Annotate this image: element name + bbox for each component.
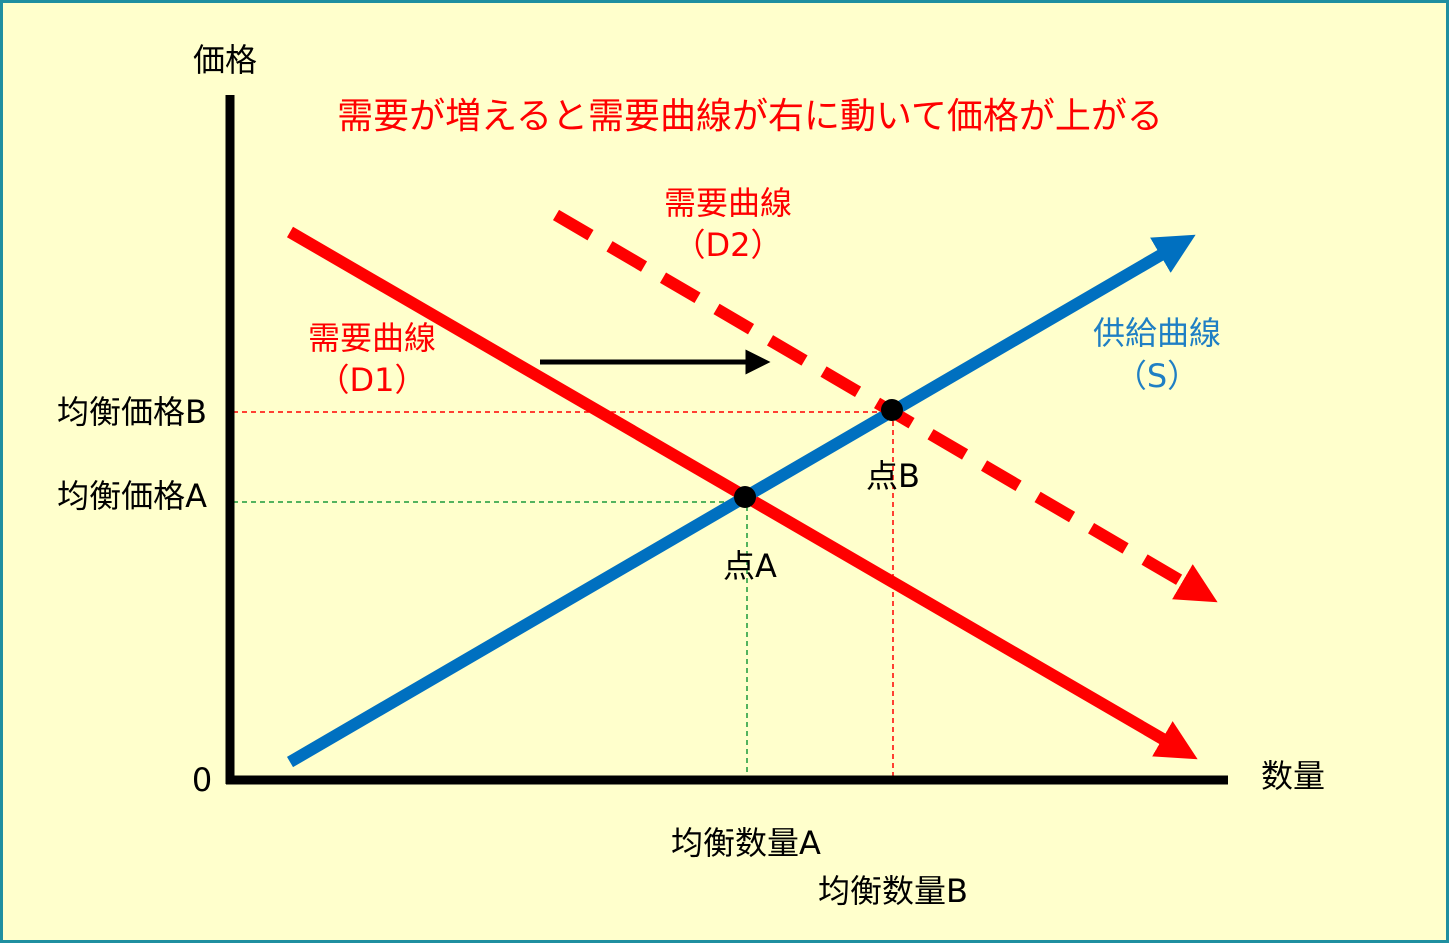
price-label: 均衡価格A bbox=[57, 477, 207, 515]
curve-tag: （D1） bbox=[317, 361, 426, 399]
price-label: 均衡価格B bbox=[57, 393, 207, 431]
point-label: 点A bbox=[723, 547, 777, 585]
x-axis-label: 数量 bbox=[1261, 757, 1325, 795]
supply-curve bbox=[286, 234, 1196, 768]
curve-label: 供給曲線 bbox=[1093, 314, 1221, 352]
y-axis-label: 価格 bbox=[193, 41, 257, 79]
curve-tag: （D2） bbox=[673, 226, 782, 264]
curve-label: 需要曲線 bbox=[308, 319, 436, 357]
quantity-label: 均衡数量A bbox=[671, 824, 821, 862]
quantity-label: 均衡数量B bbox=[818, 872, 968, 910]
curve-tag: （S） bbox=[1115, 357, 1199, 395]
demand-curve-d2 bbox=[552, 209, 1218, 603]
demand-curve-d1 bbox=[286, 226, 1198, 760]
point-label: 点B bbox=[866, 457, 920, 495]
equilibrium-point bbox=[881, 399, 903, 421]
title: 需要が増えると需要曲線が右に動いて価格が上がる bbox=[337, 96, 1163, 137]
curve-label: 需要曲線 bbox=[664, 184, 792, 222]
equilibrium-point bbox=[734, 486, 756, 508]
origin-label: 0 bbox=[192, 761, 212, 799]
